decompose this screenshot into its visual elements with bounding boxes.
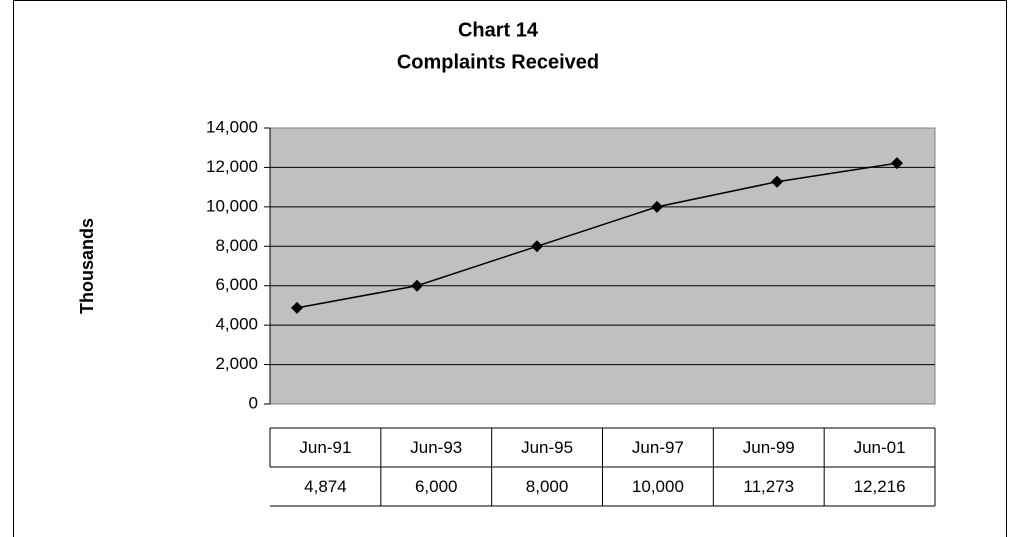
marker — [651, 200, 663, 213]
y-axis-label: Thousands — [77, 218, 97, 314]
table-category: Jun-95 — [521, 438, 573, 457]
marker — [771, 175, 783, 188]
table-value: 4,874 — [304, 477, 347, 496]
table-category: Jun-99 — [743, 438, 795, 457]
plot-area — [269, 127, 936, 405]
y-tick-label: 0 — [249, 393, 258, 412]
marker — [531, 240, 543, 253]
y-tick-label: 2,000 — [215, 354, 258, 373]
table-value: 10,000 — [632, 477, 684, 496]
marker — [891, 157, 903, 170]
chart-subtitle: Complaints Received — [397, 51, 599, 73]
table-value: 8,000 — [526, 477, 569, 496]
y-tick-label: 8,000 — [215, 236, 258, 255]
y-tick-label: 10,000 — [206, 196, 258, 215]
marker — [411, 279, 423, 292]
table-value: 6,000 — [415, 477, 458, 496]
table-category: Jun-01 — [854, 438, 906, 457]
y-tick-label: 12,000 — [206, 157, 258, 176]
y-tick-label: 6,000 — [215, 275, 258, 294]
table-category: Jun-91 — [299, 438, 351, 457]
table-value: 12,216 — [854, 477, 906, 496]
chart-title: Chart 14 — [458, 19, 539, 41]
line-series — [296, 162, 898, 309]
table-category: Jun-93 — [410, 438, 462, 457]
y-tick-label: 4,000 — [215, 315, 258, 334]
table-category: Jun-97 — [632, 438, 684, 457]
table-value: 11,273 — [743, 477, 794, 496]
y-tick-label: 14,000 — [206, 117, 258, 136]
marker — [291, 301, 303, 314]
